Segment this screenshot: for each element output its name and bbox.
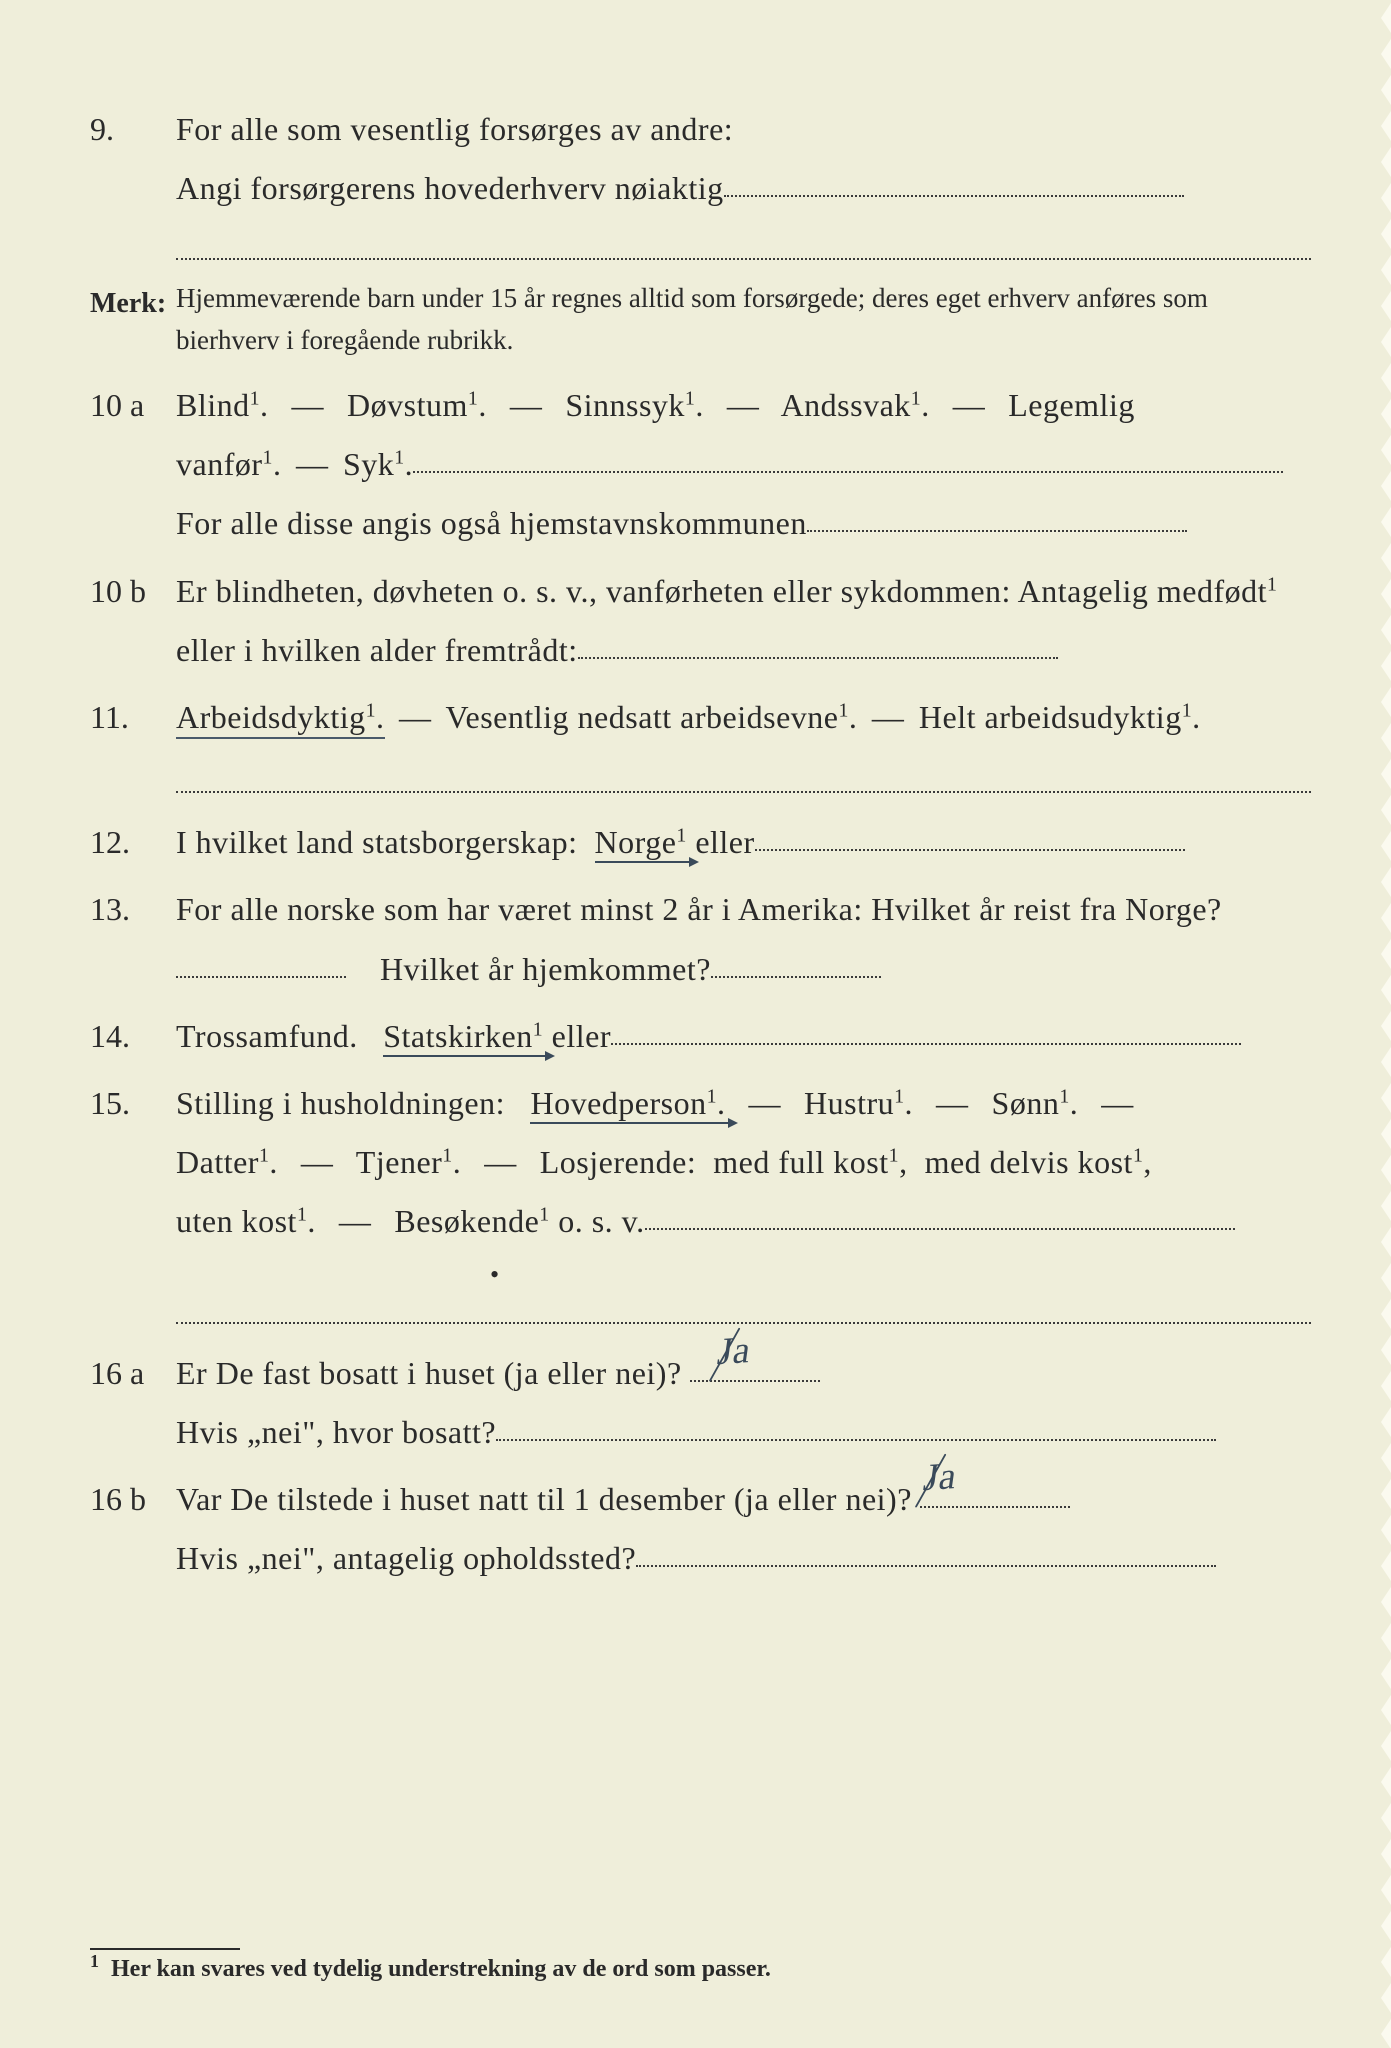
q11-opt-udyktig: Helt arbeidsudyktig1.: [919, 699, 1201, 735]
q11-opt-nedsatt: Vesentlig nedsatt arbeidsevne1.: [445, 699, 857, 735]
perforated-edge: [1371, 0, 1391, 2048]
q15-text-a: Stilling i husholdningen:: [176, 1085, 505, 1121]
q10a-opt-blind: Blind1.: [176, 387, 269, 423]
q16a-blank2[interactable]: [496, 1407, 1216, 1441]
q11-body: Arbeidsdyktig1. — Vesentlig nedsatt arbe…: [176, 688, 1311, 747]
q12-number: 12.: [90, 813, 176, 872]
q10a-opt-vanfor: vanfør1.: [176, 446, 281, 482]
q15-losjerende: Losjerende:: [540, 1144, 697, 1180]
q13-number: 13.: [90, 880, 176, 939]
q15-besokende: Besøkende1: [394, 1203, 549, 1239]
merk-text: Hjemmeværende barn under 15 år regnes al…: [176, 278, 1311, 362]
q10a-opt-syk: Syk1.: [343, 446, 413, 482]
q16a-body: Er De fast bosatt i huset (ja eller nei)…: [176, 1344, 1311, 1462]
q12-blank[interactable]: [755, 817, 1185, 851]
q10a-body: Blind1. — Døvstum1. — Sinnssyk1. — Andss…: [176, 376, 1311, 554]
q16a-row: 16 a Er De fast bosatt i huset (ja eller…: [90, 1344, 1311, 1462]
q14-number: 14.: [90, 1007, 176, 1066]
footnote-text: Her kan svares ved tydelig understreknin…: [111, 1956, 771, 1982]
q10a-hjemstavn: For alle disse angis også hjemstavnskomm…: [176, 505, 807, 541]
q16b-blank2[interactable]: [636, 1533, 1216, 1567]
merk-label: Merk:: [90, 278, 176, 330]
q16b-row: 16 b Var De tilstede i huset natt til 1 …: [90, 1470, 1311, 1588]
q15-losj-delvis: med delvis kost1,: [925, 1144, 1152, 1180]
q10a-blank1[interactable]: [413, 439, 1283, 473]
q10b-row: 10 b Er blindheten, døvheten o. s. v., v…: [90, 562, 1311, 680]
bullet-dot: •: [490, 1260, 1311, 1290]
q15-opt-hustru: Hustru1.: [804, 1085, 913, 1121]
q13-text-b: Hvilket år hjemkommet?: [380, 951, 711, 987]
q15-opt-datter: Datter1.: [176, 1144, 278, 1180]
q15-losj-uten: uten kost1.: [176, 1203, 316, 1239]
q16a-text-b: Hvis „nei", hvor bosatt?: [176, 1414, 496, 1450]
q12-text-a: I hvilket land statsborgerskap:: [176, 824, 578, 860]
q15-number: 15.: [90, 1074, 176, 1133]
q9-continuation-blank[interactable]: [176, 230, 1311, 260]
q15-opt-sonn: Sønn1.: [992, 1085, 1079, 1121]
q12-opt-norge: Norge1: [595, 824, 687, 860]
q16a-text-a: Er De fast bosatt i huset (ja eller nei)…: [176, 1355, 682, 1391]
q16b-text-a: Var De tilstede i huset natt til 1 desem…: [176, 1481, 912, 1517]
q16b-answer-blank[interactable]: Ja: [920, 1474, 1070, 1508]
q15-body: Stilling i husholdningen: Hovedperson1. …: [176, 1074, 1311, 1252]
q9-line1: For alle som vesentlig forsørges av andr…: [176, 111, 733, 147]
q15-row: 15. Stilling i husholdningen: Hovedperso…: [90, 1074, 1311, 1252]
q15-osv: o. s. v.: [558, 1203, 644, 1239]
q12-row: 12. I hvilket land statsborgerskap: Norg…: [90, 813, 1311, 872]
q10a-row: 10 a Blind1. — Døvstum1. — Sinnssyk1. — …: [90, 376, 1311, 554]
q9-number: 9.: [90, 100, 176, 159]
q14-text-a: Trossamfund.: [176, 1018, 358, 1054]
q14-opt-statskirken: Statskirken1: [383, 1018, 543, 1054]
q13-blank2[interactable]: [711, 944, 881, 978]
q10b-blank[interactable]: [578, 625, 1058, 659]
q9-body: For alle som vesentlig forsørges av andr…: [176, 100, 1311, 218]
q13-row: 13. For alle norske som har været minst …: [90, 880, 1311, 998]
q16b-number: 16 b: [90, 1470, 176, 1529]
census-form-page: 9. For alle som vesentlig forsørges av a…: [0, 0, 1391, 2048]
q9-line2: Angi forsørgerens hovederhverv nøiaktig: [176, 170, 724, 206]
footnote-rule: [90, 1948, 240, 1950]
q9-blank[interactable]: [724, 163, 1184, 197]
q12-text-b: eller: [695, 824, 754, 860]
footnote: 1Her kan svares ved tydelig understrekni…: [90, 1956, 1311, 1983]
q10a-blank2[interactable]: [807, 498, 1187, 532]
q14-row: 14. Trossamfund. Statskirken1 eller: [90, 1007, 1311, 1066]
q10b-body: Er blindheten, døvheten o. s. v., vanfør…: [176, 562, 1311, 680]
q15-opt-tjener: Tjener1.: [356, 1144, 461, 1180]
q11-number: 11.: [90, 688, 176, 747]
q12-body: I hvilket land statsborgerskap: Norge1 e…: [176, 813, 1311, 872]
q10a-opt-dovstum: Døvstum1.: [347, 387, 487, 423]
q11-row: 11. Arbeidsdyktig1. — Vesentlig nedsatt …: [90, 688, 1311, 747]
q14-blank[interactable]: [611, 1011, 1241, 1045]
q9-row: 9. For alle som vesentlig forsørges av a…: [90, 100, 1311, 218]
q10a-number: 10 a: [90, 376, 176, 435]
q11-blank[interactable]: [176, 763, 1311, 793]
q13-blank1[interactable]: [176, 944, 346, 978]
q10a-opt-sinnssyk: Sinnssyk1.: [565, 387, 704, 423]
q14-body: Trossamfund. Statskirken1 eller: [176, 1007, 1311, 1066]
merk-row: Merk: Hjemmeværende barn under 15 år reg…: [90, 278, 1311, 362]
q16b-text-b: Hvis „nei", antagelig opholdssted?: [176, 1540, 636, 1576]
q10a-opt-andssvak: Andssvak1.: [781, 387, 930, 423]
q16a-answer-handwritten: Ja: [713, 1314, 756, 1387]
q10a-opt-legemlig: Legemlig: [1008, 387, 1135, 423]
q15-losj-full: med full kost1,: [713, 1144, 907, 1180]
q11-opt-arbeidsdyktig: Arbeidsdyktig1.: [176, 699, 385, 739]
q13-text: For alle norske som har været minst 2 år…: [176, 891, 1222, 927]
q16a-number: 16 a: [90, 1344, 176, 1403]
q15-opt-hovedperson: Hovedperson1.: [530, 1085, 725, 1121]
q16a-answer-blank[interactable]: Ja: [690, 1348, 820, 1382]
q10b-number: 10 b: [90, 562, 176, 621]
footnote-marker: 1: [90, 1951, 99, 1971]
q13-body: For alle norske som har været minst 2 år…: [176, 880, 1311, 998]
q16b-body: Var De tilstede i huset natt til 1 desem…: [176, 1470, 1311, 1588]
q14-text-b: eller: [552, 1018, 611, 1054]
q15-blank[interactable]: [645, 1196, 1235, 1230]
